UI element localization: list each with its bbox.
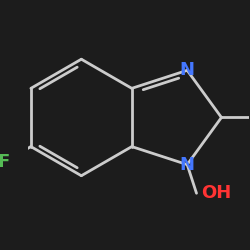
- Text: N: N: [180, 156, 195, 174]
- Text: OH: OH: [202, 184, 232, 202]
- Text: F: F: [0, 153, 10, 171]
- Text: N: N: [180, 61, 195, 79]
